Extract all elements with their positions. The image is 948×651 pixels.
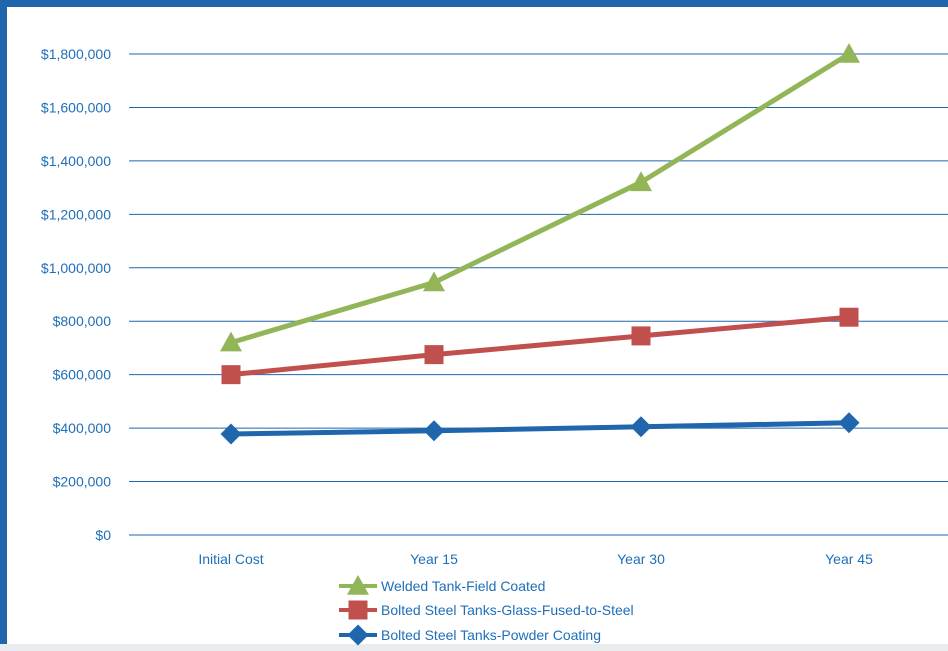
- line-chart: $0 $200,000 $400,000 $600,000 $800,000 $1,000…: [41, 43, 948, 646]
- triangle-marker: [347, 575, 369, 595]
- y-tick-label: $1,400,000: [41, 153, 111, 169]
- diamond-marker: [838, 412, 860, 434]
- square-marker: [839, 307, 859, 327]
- y-tick-label: $600,000: [53, 367, 112, 383]
- series-line: [230, 314, 850, 378]
- series-triangle: [220, 43, 860, 352]
- square-marker: [631, 326, 651, 346]
- y-axis-ticks: $0 $200,000 $400,000 $600,000 $800,000 $1,000…: [41, 46, 111, 543]
- y-tick-label: $1,000,000: [41, 260, 111, 276]
- square-marker: [424, 345, 444, 365]
- diamond-marker: [220, 423, 242, 445]
- y-tick-label: $1,800,000: [41, 46, 111, 62]
- triangle-marker: [220, 331, 242, 352]
- legend-label: Bolted Steel Tanks-Powder Coating: [381, 627, 601, 643]
- legend-item: Welded Tank-Field Coated: [339, 575, 545, 595]
- legend-label: Welded Tank-Field Coated: [381, 578, 545, 594]
- diamond-marker: [347, 624, 369, 646]
- diamond-marker: [630, 416, 652, 438]
- series-line: [230, 420, 850, 437]
- gridlines: [129, 53, 948, 536]
- y-tick-label: $1,200,000: [41, 206, 111, 222]
- triangle-marker: [423, 271, 445, 292]
- y-tick-label: $800,000: [53, 313, 112, 329]
- triangle-marker: [630, 171, 652, 192]
- diamond-marker: [423, 420, 445, 442]
- triangle-marker: [838, 43, 860, 63]
- x-tick-label: Year 30: [617, 551, 665, 567]
- x-tick-label: Initial Cost: [198, 551, 263, 567]
- y-tick-label: $1,600,000: [41, 99, 111, 115]
- y-tick-label: $400,000: [53, 420, 112, 436]
- legend: Welded Tank-Field Coated Bolted Steel Tan…: [339, 575, 634, 646]
- x-tick-label: Year 15: [410, 551, 458, 567]
- square-marker: [221, 365, 241, 385]
- y-tick-label: $200,000: [53, 474, 112, 490]
- y-tick-label: $0: [95, 527, 111, 543]
- legend-item: Bolted Steel Tanks-Powder Coating: [339, 624, 601, 646]
- legend-item: Bolted Steel Tanks-Glass-Fused-to-Steel: [339, 600, 634, 620]
- series-diamond: [220, 412, 860, 445]
- x-axis-ticks: Initial Cost Year 15 Year 30 Year 45: [198, 551, 873, 567]
- series-group: [220, 43, 860, 445]
- series-square: [221, 307, 859, 385]
- x-tick-label: Year 45: [825, 551, 873, 567]
- series-line: [230, 51, 851, 345]
- legend-label: Bolted Steel Tanks-Glass-Fused-to-Steel: [381, 602, 634, 618]
- square-marker: [348, 600, 368, 620]
